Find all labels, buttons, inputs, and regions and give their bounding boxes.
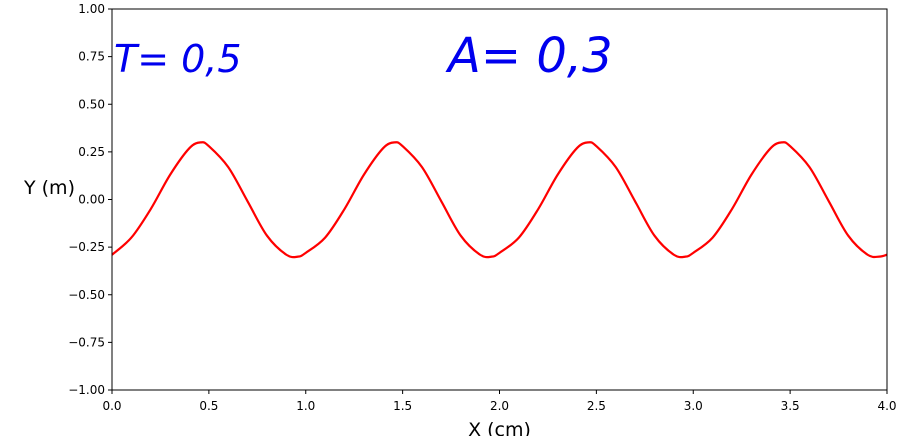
y-tick-label: −0.75 bbox=[68, 335, 105, 349]
y-tick-label: −0.25 bbox=[68, 240, 105, 254]
y-tick-label: 1.00 bbox=[78, 2, 105, 16]
y-tick-label: −1.00 bbox=[68, 383, 105, 397]
x-axis-ticks: 0.0 0.5 1.0 1.5 2.0 2.5 3.0 3.5 4.0 bbox=[102, 390, 897, 413]
series-line bbox=[111, 141, 888, 259]
y-tick-label: 0.25 bbox=[78, 145, 105, 159]
x-axis-title: X (cm) bbox=[468, 419, 531, 436]
x-tick-label: 0.5 bbox=[199, 399, 218, 413]
x-tick-label: 3.0 bbox=[684, 399, 703, 413]
x-tick-label: 2.5 bbox=[587, 399, 606, 413]
y-tick-label: −0.50 bbox=[68, 288, 105, 302]
y-axis-ticks: 1.00 0.75 0.50 0.25 0.00 −0.25 −0.50 −0.75 −1.00 bbox=[68, 2, 112, 397]
x-tick-label: 2.0 bbox=[490, 399, 509, 413]
x-tick-label: 0.0 bbox=[102, 399, 121, 413]
x-tick-label: 4.0 bbox=[877, 399, 896, 413]
y-tick-label: 0.50 bbox=[78, 97, 105, 111]
x-tick-label: 1.5 bbox=[393, 399, 412, 413]
annotation-amplitude: A= 0,3 bbox=[445, 28, 613, 84]
x-tick-label: 1.0 bbox=[296, 399, 315, 413]
annotation-period: T= 0,5 bbox=[114, 37, 242, 81]
y-tick-label: 0.75 bbox=[78, 50, 105, 64]
plot-background bbox=[112, 9, 887, 390]
y-tick-label: 0.00 bbox=[78, 193, 105, 207]
x-tick-label: 3.5 bbox=[781, 399, 800, 413]
annotation-period-text: T= 0,5 bbox=[114, 37, 242, 81]
y-axis-title: Y (m) bbox=[23, 177, 75, 199]
annotation-amplitude-text: A= 0,3 bbox=[445, 28, 613, 84]
